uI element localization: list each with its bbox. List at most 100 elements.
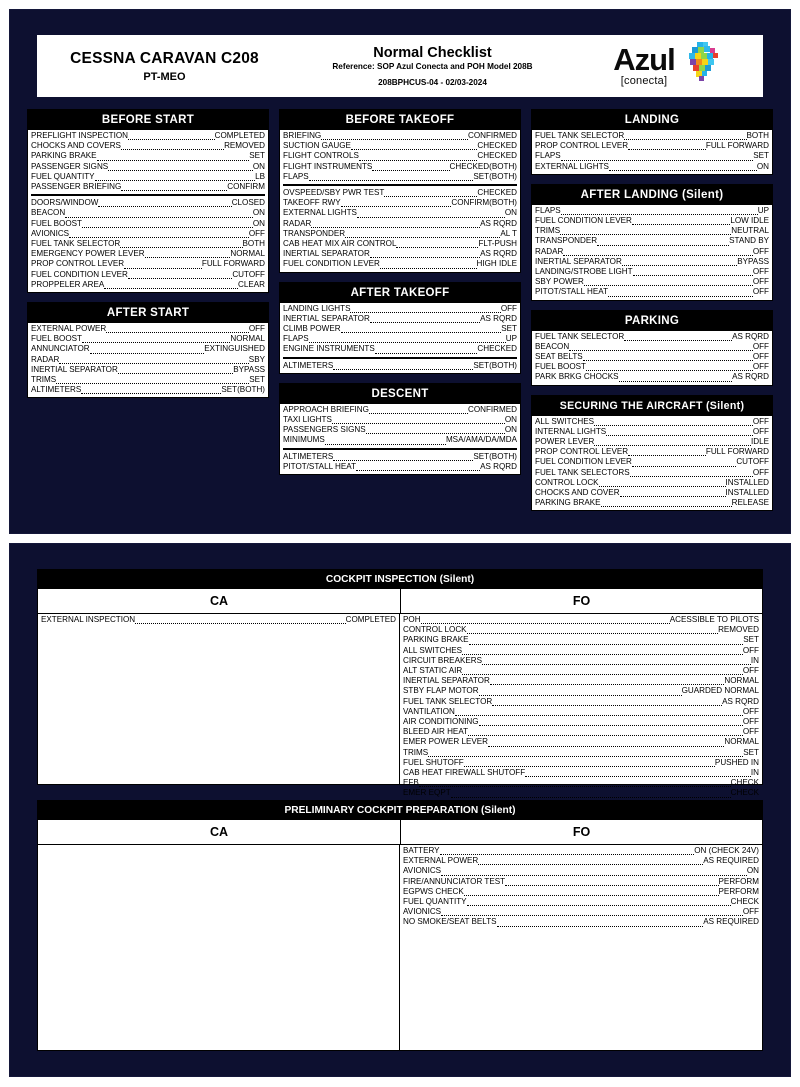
checklist-item-value: CHECKED <box>477 344 517 354</box>
checklist-item-value: RELEASE <box>731 498 769 508</box>
checklist-column-right: LANDING FUEL TANK SELECTOR BOTH PROP CONTRO… <box>531 109 773 520</box>
leader-dots <box>121 183 228 192</box>
checklist-item-value: ON <box>746 866 759 876</box>
bottom-panel: COCKPIT INSPECTION (Silent) CA FO EXTERNAL … <box>9 543 791 1077</box>
checklist-item-value: STAND BY <box>729 236 769 246</box>
checklist-item-label: EMER POWER LEVER <box>403 737 489 747</box>
checklist-row: BEACON ON <box>31 208 265 218</box>
checklist-item-value: ON <box>756 161 769 171</box>
checklist-item-value: FULL FORWARD <box>201 259 265 269</box>
checklist-row: FLAPS UP <box>283 334 517 344</box>
checklist-row: BRIEFING CONFIRMED <box>283 131 517 141</box>
checklist-row: PROP CONTROL LEVER FULL FORWARD <box>535 141 769 151</box>
leader-dots <box>478 857 704 866</box>
checklist-item-value: CONFIRM <box>227 182 265 192</box>
checklist-item-label: FUEL SHUTOFF <box>403 757 464 767</box>
section-group: APPROACH BRIEFING CONFIRMED TAXI LIGHTS ON P… <box>283 405 517 446</box>
checklist-item-value: REMOVED <box>718 625 759 635</box>
section-group: FUEL TANK SELECTOR BOTH PROP CONTROL LEVER… <box>535 131 769 172</box>
checklist-item-value: IN <box>750 655 759 665</box>
checklist-item-label: FLIGHT INSTRUMENTS <box>283 161 373 171</box>
leader-dots <box>350 305 501 313</box>
checklist-row: EMER EQPT CHECK <box>403 788 759 798</box>
leader-dots <box>450 790 731 798</box>
leader-dots <box>608 163 757 171</box>
checklist-item-label: AVIONICS <box>403 866 442 876</box>
map-tile <box>688 53 695 59</box>
map-tile <box>703 46 710 52</box>
section-title: BEFORE START <box>28 110 268 130</box>
checklist-row: FLAPS SET <box>535 151 769 161</box>
checklist-row: AVIONICS OFF <box>403 907 759 917</box>
checklist-item-label: PROP CONTROL LEVER <box>31 259 125 269</box>
checklist-row: ALL SWITCHES OFF <box>403 646 759 656</box>
checklist-item-value: HIGH IDLE <box>476 259 517 269</box>
leader-dots <box>505 878 719 886</box>
checklist-row: INERTIAL SEPARATOR AS RQRD <box>283 314 517 324</box>
leader-dots <box>624 333 733 341</box>
checklist-item-label: CONTROL LOCK <box>403 625 467 635</box>
checklist-row: INTERNAL LIGHTS OFF <box>535 427 769 437</box>
checklist-item-label: INERTIAL SEPARATOR <box>535 256 622 266</box>
section-group: PREFLIGHT INSPECTION COMPLETED CHOCKS AND … <box>31 131 265 192</box>
checklist-item-label: POWER LEVER <box>535 437 595 447</box>
leader-dots <box>104 281 238 290</box>
checklist-row: EXTERNAL LIGHTS ON <box>283 208 517 218</box>
leader-dots <box>489 677 725 686</box>
checklist-row: CONTROL LOCK INSTALLED <box>535 478 769 488</box>
checklist-row: APPROACH BRIEFING CONFIRMED <box>283 405 517 415</box>
checklist-item-label: FLAPS <box>283 334 309 344</box>
map-tile <box>698 65 705 71</box>
section-title: PARKING <box>532 310 772 331</box>
checklist-row: CIRCUIT BREAKERS IN <box>403 656 759 666</box>
map-tile <box>697 47 704 53</box>
checklist-item-label: STBY FLAP MOTOR <box>403 686 479 696</box>
leader-dots <box>356 210 505 218</box>
checklist-section: AFTER TAKEOFF LANDING LIGHTS OFF INERTIAL S… <box>279 281 521 374</box>
leader-dots <box>560 207 758 216</box>
checklist-row: BEACON OFF <box>535 342 769 352</box>
checklist-section: BEFORE START PREFLIGHT INSPECTION COMPLETE… <box>27 109 269 294</box>
leader-dots <box>358 153 478 161</box>
checklist-item-value: NORMAL <box>724 676 759 686</box>
checklist-item-value: SET <box>501 324 517 334</box>
leader-dots <box>65 210 253 218</box>
checklist-item-value: OFF <box>752 287 769 297</box>
aircraft-registration: PT-MEO <box>143 70 186 83</box>
table-cell-fo: POH ACESSIBLE TO PILOTS CONTROL LOCK REMOVE… <box>400 614 762 798</box>
checklist-item-label: FUEL CONDITION LEVER <box>283 259 380 269</box>
checklist-item-value: INSTALLED <box>725 477 769 487</box>
checklist-item-label: PARK BRKG CHOCKS <box>535 372 619 382</box>
checklist-item-value: SET <box>753 151 769 161</box>
checklist-item-label: EFB <box>403 778 419 788</box>
leader-dots <box>108 163 253 171</box>
checklist-item-value: INSTALLED <box>725 488 769 498</box>
checklist-row: TRIMS NEUTRAL <box>535 226 769 236</box>
checklist-item-label: FUEL BOOST <box>31 218 82 228</box>
checklist-row: INERTIAL SEPARATOR BYPASS <box>31 365 265 375</box>
leader-dots <box>340 325 502 334</box>
checklist-row: POWER LEVER IDLE <box>535 437 769 447</box>
checklist-row: PITOT/STALL HEAT AS RQRD <box>283 462 517 472</box>
checklist-item-value: OFF <box>248 324 265 334</box>
checklist-item-label: PITOT/STALL HEAT <box>283 461 357 471</box>
map-tile <box>695 71 702 77</box>
checklist-item-value: ON <box>504 425 517 435</box>
checklist-item-label: PREFLIGHT INSPECTION <box>31 131 128 140</box>
map-tile <box>702 42 708 47</box>
table-header: CA FO <box>38 820 762 845</box>
leader-dots <box>482 657 751 666</box>
checklist-row: LANDING/STROBE LIGHT OFF <box>535 267 769 277</box>
inspection-table: COCKPIT INSPECTION (Silent) CA FO EXTERNAL … <box>37 569 763 798</box>
checklist-row: TRIMS SET <box>31 375 265 385</box>
leader-dots <box>379 261 477 269</box>
checklist-row: EXTERNAL LIGHTS ON <box>535 162 769 172</box>
checklist-item-value: CONFIRM(BOTH) <box>451 198 517 208</box>
checklist-item-label: PROP CONTROL LEVER <box>535 141 629 151</box>
checklist-row: DOORS/WINDOW CLOSED <box>31 198 265 208</box>
checklist-column-left: BEFORE START PREFLIGHT INSPECTION COMPLETE… <box>27 109 269 520</box>
checklist-item-value: CHECKED(BOTH) <box>449 161 517 171</box>
checklist-item-label: BRIEFING <box>283 131 322 140</box>
column-header-ca: CA <box>38 589 401 613</box>
leader-dots <box>420 616 670 625</box>
